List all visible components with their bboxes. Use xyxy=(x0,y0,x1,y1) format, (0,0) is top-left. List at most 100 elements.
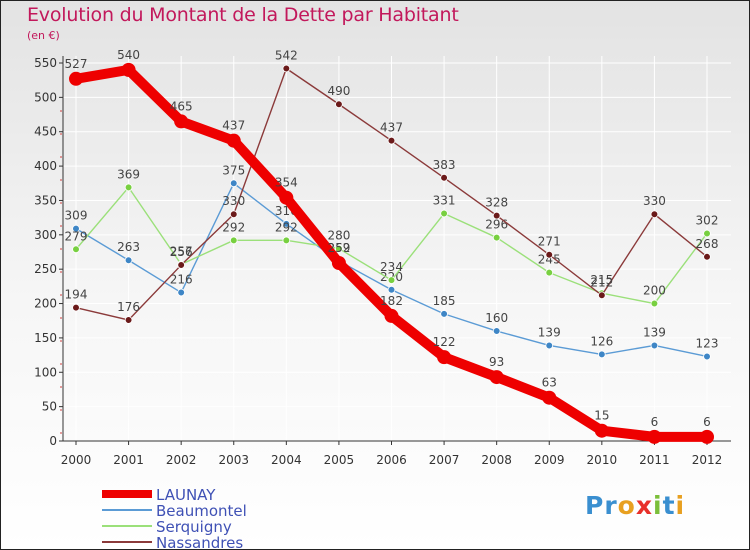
data-point xyxy=(174,114,189,129)
x-tick-label: 2000 xyxy=(61,453,92,467)
data-point xyxy=(384,308,399,323)
y-tick-label: 400 xyxy=(34,159,57,173)
x-tick-label: 2008 xyxy=(481,453,512,467)
logo-letter: i xyxy=(653,491,663,520)
data-point xyxy=(489,370,504,385)
data-label: 139 xyxy=(643,325,666,339)
data-point xyxy=(72,245,80,254)
logo-letter: o xyxy=(617,491,636,520)
y-tick-label: 450 xyxy=(34,125,57,139)
x-tick-labels: 2000 2001 2002 2003 2004 2005 2006 2007 2008 2009… xyxy=(61,441,722,467)
series-launay: 527 540 465 437 354 259 182 122 93 63 15 6 6 xyxy=(65,48,714,444)
data-label: 383 xyxy=(433,158,456,172)
data-point xyxy=(703,253,711,261)
data-point xyxy=(440,209,448,218)
data-label: 123 xyxy=(696,336,719,350)
data-point xyxy=(594,423,609,438)
data-point xyxy=(703,352,711,361)
data-point xyxy=(226,133,241,148)
data-label: 139 xyxy=(538,325,561,339)
x-tick-label: 2010 xyxy=(587,453,618,467)
data-point xyxy=(650,341,659,350)
data-point xyxy=(124,256,133,265)
data-label: 200 xyxy=(643,284,666,298)
data-point xyxy=(124,183,133,192)
x-tick-label: 2005 xyxy=(324,453,355,467)
data-label: 6 xyxy=(703,415,711,429)
data-label: 437 xyxy=(380,121,403,135)
data-label: 279 xyxy=(65,229,88,243)
data-label: 215 xyxy=(590,273,613,287)
data-label: 369 xyxy=(117,167,140,181)
data-label: 375 xyxy=(222,163,245,177)
data-label: 6 xyxy=(651,415,659,429)
data-point xyxy=(335,244,343,253)
data-point xyxy=(229,236,238,245)
data-label: 354 xyxy=(275,176,298,190)
data-label: 63 xyxy=(542,376,557,390)
y-tick-label: 550 xyxy=(34,56,57,70)
x-tick-label: 2007 xyxy=(429,453,460,467)
data-point xyxy=(437,350,452,365)
data-label: 271 xyxy=(538,235,561,249)
y-tick-label: 150 xyxy=(34,331,57,345)
left-edge-marks xyxy=(60,110,62,434)
series-nassandres: 194 176 256 330 542 490 437 383 328 271 212 330 268 xyxy=(65,48,719,324)
data-label: 185 xyxy=(433,294,456,308)
data-point xyxy=(703,229,711,238)
y-tick-label: 200 xyxy=(34,297,57,311)
data-point xyxy=(69,71,83,86)
y-tick-label: 100 xyxy=(34,365,57,379)
x-tick-label: 2011 xyxy=(639,453,670,467)
data-point xyxy=(72,224,80,233)
data-label: 490 xyxy=(327,84,350,98)
data-point xyxy=(335,100,343,109)
data-point xyxy=(542,390,557,405)
data-point xyxy=(229,179,238,188)
chart-title: Evolution du Montant de la Dette par Hab… xyxy=(27,4,459,26)
y-tick-label: 0 xyxy=(49,434,57,448)
logo-letter: r xyxy=(604,491,618,520)
data-point xyxy=(282,64,291,73)
data-label: 542 xyxy=(275,48,298,62)
data-label: 331 xyxy=(433,194,456,208)
logo-letter: i xyxy=(675,491,686,520)
data-point xyxy=(492,233,501,242)
data-label: 257 xyxy=(170,244,193,258)
data-label: 263 xyxy=(117,240,140,254)
data-label: 245 xyxy=(538,253,561,267)
data-label: 268 xyxy=(696,237,719,251)
data-label: 194 xyxy=(65,288,88,302)
data-label: 330 xyxy=(643,194,666,208)
data-label: 302 xyxy=(696,213,719,227)
data-point xyxy=(647,429,662,444)
data-label: 330 xyxy=(222,194,245,208)
legend-label: Serquigny xyxy=(156,518,232,536)
legend-label: Beaumontel xyxy=(156,502,247,520)
data-point xyxy=(598,350,606,359)
data-point xyxy=(492,327,501,335)
data-label: 234 xyxy=(380,260,403,274)
y-tick-label: 300 xyxy=(34,228,57,242)
data-label: 296 xyxy=(485,218,508,232)
data-label: 437 xyxy=(222,119,245,133)
data-point xyxy=(177,288,185,297)
data-point xyxy=(545,268,554,277)
logo-letter: t xyxy=(662,491,676,520)
data-label: 212 xyxy=(590,275,613,289)
y-tick-label: 50 xyxy=(42,400,57,414)
data-point xyxy=(650,210,659,219)
data-label: 292 xyxy=(275,220,298,234)
data-label: 328 xyxy=(485,196,508,210)
logo-letter: x xyxy=(635,491,653,520)
data-point xyxy=(282,220,291,228)
data-label: 126 xyxy=(590,334,613,348)
x-tick-label: 2002 xyxy=(166,453,197,467)
data-point xyxy=(229,210,238,219)
data-point xyxy=(440,173,448,182)
data-point xyxy=(121,62,136,77)
data-point xyxy=(387,276,396,284)
data-point xyxy=(387,285,396,294)
